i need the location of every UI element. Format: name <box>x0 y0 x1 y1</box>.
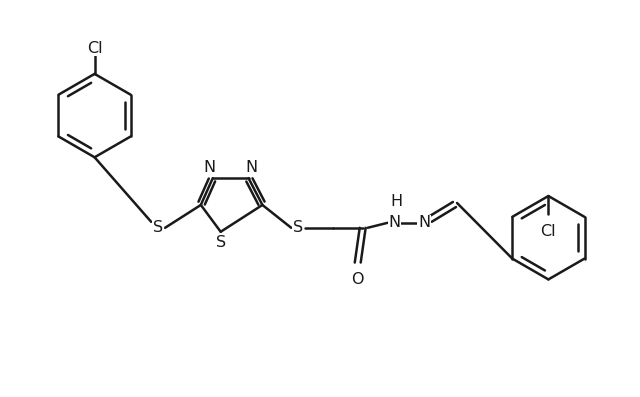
Text: N: N <box>245 160 257 175</box>
Text: S: S <box>293 220 303 235</box>
Text: O: O <box>351 272 364 287</box>
Text: S: S <box>153 220 163 235</box>
Text: S: S <box>216 235 226 250</box>
Text: N: N <box>204 160 216 175</box>
Text: H: H <box>390 194 403 209</box>
Text: N: N <box>388 215 401 230</box>
Text: Cl: Cl <box>541 224 556 239</box>
Text: Cl: Cl <box>87 40 102 56</box>
Text: N: N <box>418 215 430 230</box>
